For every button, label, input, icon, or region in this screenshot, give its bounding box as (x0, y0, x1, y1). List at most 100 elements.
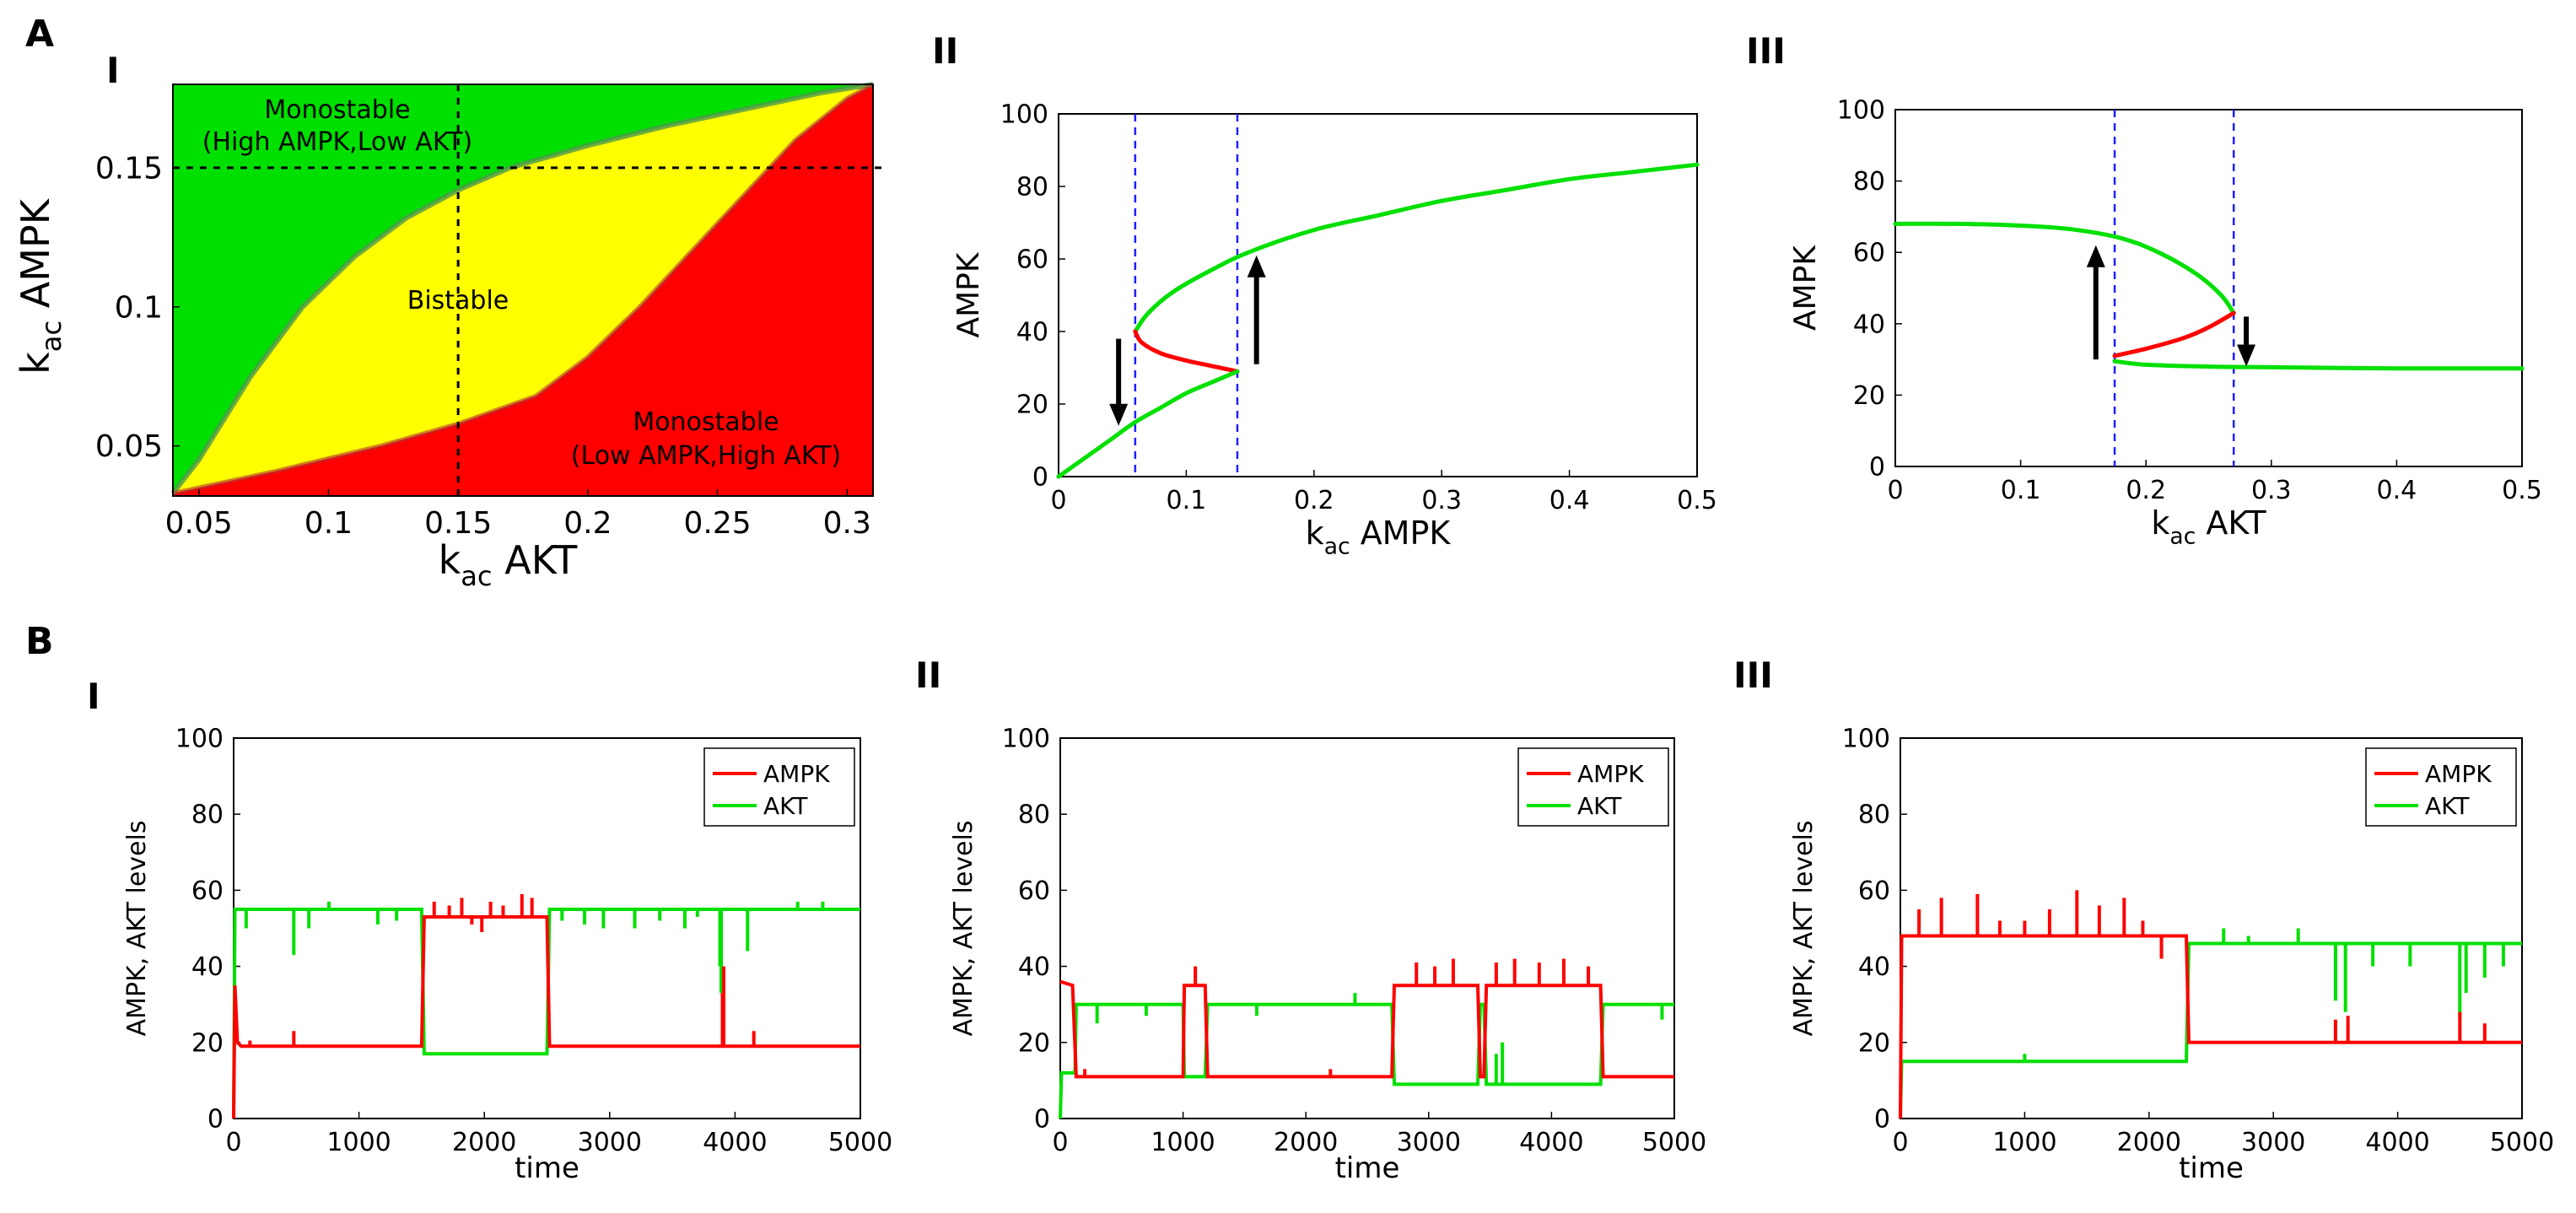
b-i-ytick-label: 100 (175, 725, 224, 754)
y-axis-label: AMPK, AKT levels (122, 821, 152, 1037)
b-iii-ytick-label: 80 (1858, 801, 1890, 830)
b-iii-ytick-label: 20 (1858, 1028, 1890, 1058)
transition-arrow-head (1109, 403, 1129, 426)
legend-label-akt: AKT (2425, 792, 2470, 820)
legend-label-ampk: AMPK (1577, 760, 1644, 788)
branch-unstable (1133, 329, 1240, 374)
panel-a-iii-label: III (1746, 30, 1786, 72)
legend-label-ampk: AMPK (763, 760, 830, 788)
a-i-xtick-label: 0.25 (683, 506, 751, 541)
region-high-ampk (173, 84, 873, 493)
b-ii-xtick-label: 0 (1052, 1128, 1068, 1157)
region-label-high-ampk: Monostable (264, 95, 410, 125)
b-ii-xtick-label: 3000 (1397, 1128, 1461, 1157)
legend-box (1517, 747, 1669, 827)
chart-b-ii: 0 1000 2000 3000 4000 5000 0 20 40 60 80 100 AMPK AKT… (949, 725, 1706, 1186)
series-akt (232, 908, 860, 1119)
b-iii-xtick-label: 1000 (1992, 1128, 2056, 1157)
b-ii-ytick-label: 0 (1034, 1105, 1050, 1135)
panel-a-i-label: I (106, 50, 120, 91)
b-ii-xtick-label: 5000 (1642, 1128, 1706, 1157)
a-ii-xtick-label: 0.2 (1294, 486, 1334, 515)
panel-a-ii-label: II (932, 30, 958, 72)
branch-stable-low (1056, 369, 1240, 479)
panel-b-iii-label: III (1733, 655, 1773, 696)
a-ii-ytick-label: 40 (1016, 318, 1048, 348)
y-axis-label: AMPK, AKT levels (949, 821, 978, 1037)
a-iii-xtick-label: 0.2 (2126, 476, 2166, 505)
b-ii-xtick-label: 1000 (1151, 1128, 1215, 1157)
b-ii-ytick-label: 20 (1018, 1028, 1050, 1058)
b-ii-ytick-label: 100 (1002, 725, 1050, 754)
legend-label-akt: AKT (763, 792, 808, 820)
a-i-xtick-label: 0.2 (563, 506, 612, 541)
x-axis-label: time (1335, 1151, 1400, 1185)
b-i-ytick-label: 20 (191, 1028, 224, 1058)
x-axis-label: time (2179, 1151, 2244, 1185)
boundary-upper (170, 82, 874, 495)
y-axis-label: AMPK (1788, 245, 1823, 331)
b-iii-ytick-label: 60 (1858, 876, 1890, 906)
b-iii-xtick-label: 4000 (2365, 1128, 2429, 1157)
a-iii-xtick-label: 0 (1887, 476, 1903, 505)
section-b-label: B (25, 620, 54, 663)
a-ii-ytick-label: 80 (1016, 173, 1048, 202)
a-i-ytick-label: 0.05 (95, 429, 163, 464)
b-i-xtick-label: 4000 (703, 1128, 767, 1157)
b-ii-xtick-label: 4000 (1519, 1128, 1583, 1157)
a-ii-xtick-label: 0.5 (1677, 486, 1717, 515)
y-axis-label: AMPK (951, 251, 986, 337)
branch-stable-high (1133, 162, 1700, 334)
a-i-xtick-label: 0.15 (424, 506, 492, 541)
y-axis-label: AMPK, AKT levels (1789, 821, 1819, 1037)
region-label-high-ampk-detail: (High AMPK,Low AKT) (202, 127, 472, 157)
b-i-xtick-label: 1000 (326, 1128, 391, 1157)
transition-arrow-head (2086, 245, 2105, 267)
b-i-ytick-label: 60 (191, 876, 224, 906)
legend-label-ampk: AMPK (2425, 760, 2492, 788)
a-iii-xtick-label: 0.5 (2502, 476, 2542, 505)
branch-stable-low (2112, 359, 2525, 371)
transition-arrow-head (2237, 344, 2256, 367)
chart-a-iii: 0 0.1 0.2 0.3 0.4 0.5 0 20 40 60 80 100 kac AKT AMPK (1788, 96, 2542, 550)
b-ii-xtick-label: 2000 (1274, 1128, 1338, 1157)
b-i-xtick-label: 5000 (828, 1128, 892, 1157)
a-ii-ytick-label: 100 (1000, 100, 1048, 130)
a-iii-ytick-label: 80 (1853, 167, 1885, 197)
b-i-ytick-label: 0 (207, 1105, 224, 1135)
branch-unstable (2112, 310, 2236, 359)
a-i-xtick-label: 0.1 (304, 506, 353, 541)
b-i-xtick-label: 3000 (578, 1128, 642, 1157)
a-ii-xtick-label: 0.3 (1421, 486, 1462, 515)
b-iii-xtick-label: 3000 (2241, 1128, 2305, 1157)
legend-box (703, 747, 855, 827)
a-i-xtick-label: 0.3 (823, 506, 871, 541)
a-ii-ytick-label: 0 (1032, 463, 1048, 493)
x-axis-label: kac AMPK (1306, 515, 1452, 559)
chart-a-ii: 0 0.1 0.2 0.3 0.4 0.5 0 20 40 60 80 100 kac AMPK AMPK (951, 100, 1717, 560)
branch-stable-high (1893, 221, 2236, 315)
x-axis-label: kac AKT (439, 537, 579, 592)
series-ampk (232, 915, 860, 1119)
plot-frame (1058, 113, 1698, 477)
b-ii-ytick-label: 80 (1018, 801, 1050, 830)
a-ii-xtick-label: 0.4 (1549, 486, 1590, 515)
legend-label-akt: AKT (1577, 792, 1622, 820)
a-iii-ytick-label: 60 (1853, 239, 1885, 268)
b-iii-ytick-label: 40 (1858, 952, 1890, 982)
region-label-bistable: Bistable (407, 286, 509, 315)
b-i-ytick-label: 40 (191, 952, 224, 982)
a-iii-xtick-label: 0.1 (2001, 476, 2041, 505)
region-label-low-ampk-detail: (Low AMPK,High AKT) (571, 441, 841, 471)
boundary-lower (172, 82, 875, 496)
legend-box (2365, 747, 2517, 827)
a-ii-ytick-label: 20 (1016, 391, 1048, 420)
b-i-xtick-label: 2000 (452, 1128, 516, 1157)
chart-a-i: 0.05 0.1 0.15 0.2 0.25 0.3 0.05 0.1 0.15 Monostab… (13, 82, 883, 592)
a-i-xtick-label: 0.05 (165, 506, 233, 541)
a-iii-xtick-label: 0.3 (2251, 476, 2292, 505)
b-iii-xtick-label: 2000 (2117, 1128, 2181, 1157)
b-iii-ytick-label: 100 (1842, 725, 1890, 754)
b-iii-ytick-label: 0 (1874, 1105, 1890, 1135)
panel-b-ii-label: II (915, 655, 941, 696)
